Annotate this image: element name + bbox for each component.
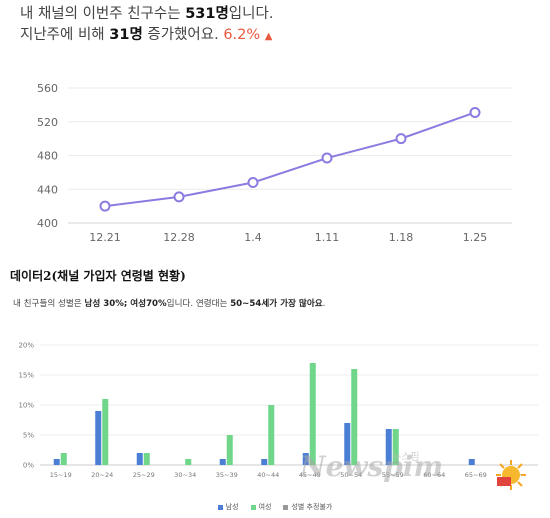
legend-item: 성별 추정불가: [283, 502, 332, 512]
summary-text: 증가했어요.: [142, 27, 224, 43]
legend-label: 남성: [225, 503, 239, 511]
x-tick-label: 55~59: [382, 471, 404, 479]
x-tick-label: 40~44: [257, 471, 279, 479]
y-tick-label: 440: [37, 183, 58, 196]
gender-text: .: [322, 299, 326, 309]
x-tick-label: 15~19: [50, 471, 72, 479]
data-point: [99, 200, 111, 212]
x-tick-label: 20~24: [91, 471, 113, 479]
x-tick-label: 25~29: [133, 471, 155, 479]
y-tick-label: 10%: [18, 402, 34, 410]
female-ratio: 여성70%: [130, 299, 167, 309]
watermark-logo: [496, 460, 526, 490]
male-ratio: 남성 30%: [84, 299, 124, 309]
watermark-subtext: 뉴스핌: [392, 452, 420, 463]
bar: [385, 429, 392, 465]
bar: [268, 405, 275, 465]
legend-swatch: [217, 504, 223, 510]
data-point: [173, 191, 185, 203]
legend-item: 여성: [250, 502, 272, 512]
x-tick-label: 35~39: [216, 471, 238, 479]
y-tick-label: 15%: [18, 372, 34, 380]
bar: [392, 429, 399, 465]
bar: [95, 411, 102, 465]
age-gender-bar-chart: 0% 5% 10% 15% 20% 15~19 20~24 25~29 30~34 35~39 40…: [18, 342, 538, 479]
gender-text: 입니다. 연령대는: [166, 299, 231, 309]
legend-label: 여성: [258, 503, 272, 511]
friend-count-line-chart: 400 440 480 520 560 12.21 12.28 1.4 1.11 1.18 1.25: [37, 82, 512, 244]
y-tick-label: 480: [37, 150, 58, 163]
x-tick-label: 50~54: [340, 471, 362, 479]
series-line: [104, 111, 476, 208]
increase-count: 31명: [109, 27, 143, 43]
legend-swatch: [250, 504, 256, 510]
bar: [226, 435, 233, 465]
bar: [302, 453, 309, 465]
summary-text: 입니다.: [228, 6, 274, 22]
y-tick-label: 0%: [23, 462, 34, 470]
data-point: [469, 106, 481, 118]
x-tick-label: 45~49: [299, 471, 321, 479]
x-tick-label: 1.11: [315, 231, 340, 244]
bar-chart-legend: 남성 여성 성별 추정불가: [0, 502, 550, 512]
bar: [136, 453, 143, 465]
bar: [344, 423, 351, 465]
friend-summary: 내 채널의 이번주 친구수는 531명입니다. 지난주에 비해 31명 증가했어…: [20, 4, 540, 47]
bar: [60, 453, 67, 465]
legend-item: 남성: [217, 502, 239, 512]
legend-swatch: [283, 504, 289, 510]
gender-text: 내 친구들의 성별은: [13, 299, 85, 309]
summary-line-1: 내 채널의 이번주 친구수는 531명입니다.: [20, 4, 540, 25]
y-tick-label: 400: [37, 217, 58, 230]
gender-summary: 내 친구들의 성별은 남성 30%; 여성70%입니다. 연령대는 50~54세…: [13, 297, 325, 309]
summary-text: 내 채널의 이번주 친구수는: [20, 6, 186, 22]
y-tick-label: 5%: [23, 432, 34, 440]
x-tick-label: 12.28: [163, 231, 195, 244]
x-tick-label: 65~69: [465, 471, 487, 479]
bar: [143, 453, 150, 465]
bar: [261, 459, 268, 465]
y-tick-label: 520: [37, 116, 58, 129]
bar: [53, 459, 60, 465]
ratio-separator: ;: [123, 299, 131, 309]
x-tick-label: 12.21: [89, 231, 121, 244]
x-tick-label: 1.25: [463, 231, 488, 244]
bar: [351, 369, 358, 465]
legend-label: 성별 추정불가: [291, 503, 333, 511]
data-point: [395, 133, 407, 145]
summary-text: 지난주에 비해: [20, 27, 110, 43]
bar: [185, 459, 192, 465]
summary-line-2: 지난주에 비해 31명 증가했어요. 6.2% ▲: [20, 25, 540, 47]
section-title: 데이터2(채널 가입자 연령별 현황): [10, 269, 186, 283]
increase-rate: 6.2%: [223, 27, 261, 43]
x-tick-label: 60~64: [423, 471, 445, 479]
bar: [102, 399, 109, 465]
y-tick-label: 20%: [18, 342, 34, 350]
bar: [468, 459, 475, 465]
bar: [309, 363, 316, 465]
x-tick-label: 30~34: [174, 471, 196, 479]
x-tick-label: 1.4: [244, 231, 262, 244]
data-point: [321, 152, 333, 164]
friend-count: 531명: [185, 6, 229, 22]
watermark-text: Newspim: [300, 450, 444, 483]
x-tick-label: 1.18: [389, 231, 414, 244]
data-point: [247, 177, 259, 188]
top-age-group: 50~54세가 가장 많아요: [230, 299, 323, 309]
bar: [219, 459, 226, 465]
triangle-up-icon: ▲: [264, 31, 273, 42]
y-tick-label: 560: [37, 82, 58, 95]
